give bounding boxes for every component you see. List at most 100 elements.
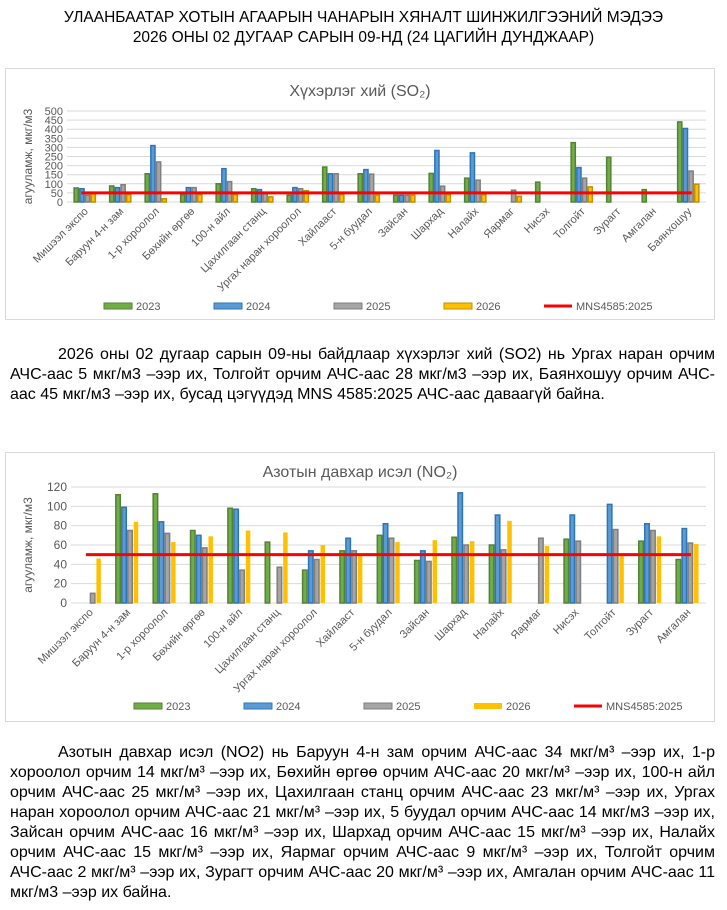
y-axis-label: агууламж, мкг/м3 — [21, 108, 35, 204]
bar-2026 — [544, 545, 550, 603]
bar-2026 — [619, 554, 624, 603]
bar-2026 — [469, 541, 475, 603]
x-tick-label: Цахилгаан станц — [213, 606, 283, 676]
bar-2025 — [155, 161, 162, 203]
bar-2025 — [164, 532, 171, 604]
bar-2025 — [612, 528, 619, 604]
legend-label-2025: 2025 — [366, 301, 390, 313]
y-tick-label: 300 — [45, 142, 63, 154]
bar-2025 — [262, 193, 268, 203]
bar-2026 — [516, 195, 523, 203]
legend-swatch-2026 — [474, 703, 502, 709]
y-tick-label: 100 — [45, 179, 63, 191]
bar-2025 — [537, 537, 544, 604]
bar-2026 — [338, 193, 345, 203]
legend-swatch-2023 — [103, 302, 133, 310]
y-tick-label: 60 — [54, 538, 68, 552]
y-tick-label: 80 — [54, 519, 68, 533]
bar-2024 — [569, 514, 576, 604]
bar-2023 — [676, 121, 683, 203]
bar-2023 — [413, 559, 420, 604]
bar-2023 — [463, 177, 470, 203]
bar-2023 — [451, 536, 458, 604]
bar-2023 — [152, 493, 159, 604]
legend-label-2026: 2026 — [476, 301, 500, 313]
x-tick-label: Зурагт — [624, 607, 656, 639]
bar-2024 — [682, 127, 689, 203]
bar-2024 — [221, 167, 227, 203]
bar-2026 — [432, 540, 438, 603]
bar-2023 — [321, 166, 328, 203]
x-tick-label: Налайх — [446, 205, 482, 241]
bar-2025 — [463, 544, 470, 604]
bar-2026 — [283, 532, 288, 603]
so2-summary: 2026 оны 02 дугаар сарын 09-ны байдлаар … — [10, 346, 715, 403]
no2-chart-svg: Азотын давхар исэл (NO₂) 0 20 40 60 80 100 120 а… — [21, 464, 706, 713]
so2-chart-svg: Хүхэрлэг хий (SO₂)0501001502002503003504… — [21, 83, 706, 313]
report-title-line1: УЛААНБААТАР ХОТЫН АГААРЫН ЧАНАРЫН ХЯНАЛТ… — [63, 9, 664, 26]
y-tick-label: 50 — [51, 188, 63, 200]
bar-2026 — [303, 189, 310, 203]
x-tick-label: Толгойт — [583, 607, 619, 643]
y-tick-label: 250 — [45, 152, 63, 164]
bar-2026 — [208, 536, 213, 603]
report-title: УЛААНБААТАР ХОТЫН АГААРЫН ЧАНАРЫН ХЯНАЛТ… — [0, 8, 727, 48]
legend-label-limit: MNS4585:2025 — [576, 301, 652, 313]
legend-swatch-2024 — [243, 702, 273, 710]
bar-2026 — [507, 520, 512, 603]
bar-2026 — [694, 544, 699, 603]
bar-2023 — [641, 188, 648, 203]
y-tick-label: 0 — [60, 596, 67, 610]
bar-2026 — [656, 536, 662, 603]
y-tick-label: 450 — [45, 115, 63, 127]
bar-2025 — [84, 194, 91, 203]
bar-2023 — [144, 173, 151, 203]
bar-2026 — [133, 521, 139, 603]
bar-2024 — [494, 514, 501, 604]
bar-2026 — [245, 530, 251, 603]
bar-2026 — [693, 183, 700, 203]
bar-2023 — [488, 544, 495, 604]
bar-2024 — [382, 522, 389, 604]
bar-2026 — [445, 193, 452, 203]
legend-swatch-2025 — [333, 302, 363, 310]
bar-2023 — [179, 193, 186, 203]
bar-2024 — [158, 521, 165, 604]
bar-2024 — [457, 492, 464, 604]
bar-2023 — [286, 194, 293, 203]
legend-label-2023: 2023 — [136, 301, 160, 313]
bar-2023 — [428, 172, 435, 203]
x-tick-label: Зайсан — [376, 206, 410, 240]
no2-chart: Азотын давхар исэл (NO₂) 0 20 40 60 80 100 120 а… — [5, 452, 715, 722]
y-tick-label: 200 — [45, 161, 63, 173]
bar-2026 — [587, 186, 594, 203]
x-tick-label: Зайсан — [398, 607, 432, 641]
bar-2024 — [114, 186, 121, 203]
x-tick-label: Амгалан — [654, 607, 693, 646]
bar-2024 — [345, 537, 352, 604]
legend-swatch-2026 — [443, 302, 473, 310]
bar-2023 — [301, 569, 308, 604]
bar-2024 — [195, 534, 202, 604]
bar-2024 — [307, 550, 314, 604]
y-tick-label: 350 — [45, 133, 63, 145]
x-tick-label: Зурагт — [591, 206, 623, 238]
bar-2025 — [127, 529, 134, 604]
bar-2026 — [161, 197, 168, 203]
bar-2026 — [232, 193, 239, 203]
y-tick-label: 0 — [57, 197, 63, 209]
bar-2025 — [575, 540, 582, 604]
bar-2023 — [675, 558, 682, 604]
bar-2023 — [376, 534, 383, 604]
bar-2025 — [581, 177, 588, 203]
bar-2025 — [368, 173, 375, 203]
bar-2025 — [313, 558, 320, 604]
bar-2024 — [327, 173, 334, 203]
y-tick-label: 500 — [45, 106, 63, 118]
bar-2025 — [649, 529, 656, 604]
bar-2026 — [409, 194, 416, 203]
bar-2023 — [115, 493, 122, 604]
bar-2024 — [185, 186, 192, 203]
bar-2023 — [392, 194, 399, 203]
bar-2026 — [267, 196, 274, 203]
